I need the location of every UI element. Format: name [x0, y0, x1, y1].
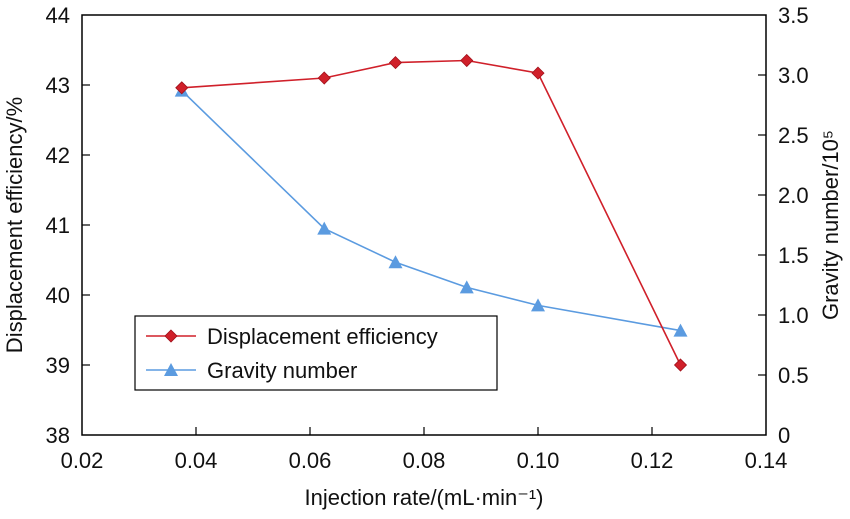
triangle-data-point	[531, 298, 545, 312]
x-axis-label: Injection rate/(mL·min⁻¹)	[304, 485, 543, 510]
series-line	[181, 90, 681, 332]
y-tick-label: 38	[46, 423, 70, 448]
x-tick-label: 0.14	[745, 448, 788, 473]
legend-triangle-icon	[164, 363, 178, 376]
x-tick-label: 0.02	[61, 448, 104, 473]
legend-diamond-icon	[164, 329, 178, 343]
x-tick-label: 0.06	[289, 448, 332, 473]
legend-label: Gravity number	[207, 358, 357, 383]
y2-tick-label: 3.5	[778, 3, 809, 28]
diamond-data-point	[460, 53, 474, 68]
diamond-data-point	[388, 56, 403, 70]
y2-axis-label: Gravity number/10⁵	[818, 130, 843, 320]
y-tick-label: 43	[46, 73, 70, 98]
y2-tick-label: 1.0	[778, 303, 809, 328]
y-tick-label: 40	[46, 283, 70, 308]
y2-tick-label: 0.5	[778, 363, 809, 388]
series-displacement-efficiency	[175, 53, 688, 372]
y2-tick-label: 1.5	[778, 243, 809, 268]
x-tick-label: 0.10	[517, 448, 560, 473]
y-tick-label: 42	[46, 143, 70, 168]
y-tick-label: 39	[46, 353, 70, 378]
y-axis-label: Displacement efficiency/%	[2, 97, 27, 353]
legend: Displacement efficiency Gravity number	[134, 315, 498, 391]
x-tick-label: 0.04	[175, 448, 218, 473]
triangle-data-point	[388, 255, 403, 269]
diamond-data-point	[317, 71, 331, 85]
triangle-data-point	[317, 221, 332, 235]
diamond-data-point	[175, 81, 189, 95]
y-tick-label: 41	[46, 213, 70, 238]
x-tick-label: 0.08	[403, 448, 446, 473]
series-line	[181, 59, 682, 366]
series-gravity-number	[174, 83, 688, 337]
diamond-data-point	[673, 358, 688, 372]
y2-tick-label: 2.5	[778, 123, 809, 148]
y2-tick-label: 2.0	[778, 183, 809, 208]
triangle-data-point	[459, 280, 474, 294]
legend-label: Displacement efficiency	[207, 324, 438, 349]
y2-tick-label: 0	[778, 423, 790, 448]
y-tick-label: 44	[46, 3, 70, 28]
y2-tick-label: 3.0	[778, 63, 809, 88]
diamond-data-point	[531, 66, 545, 80]
x-tick-label: 0.12	[631, 448, 674, 473]
triangle-data-point	[673, 323, 688, 337]
